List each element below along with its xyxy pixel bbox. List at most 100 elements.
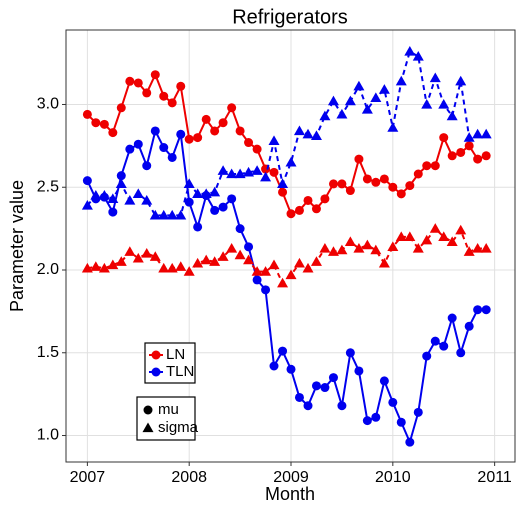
data-point [82,176,92,186]
data-point [421,234,433,245]
data-point [293,125,305,136]
data-point [345,186,355,196]
data-point [294,392,304,402]
series-line [86,128,487,446]
data-point [91,118,101,128]
y-tick-label: 2.5 [37,178,59,195]
data-point [353,242,365,253]
data-point [320,194,330,204]
data-point [311,204,321,214]
data-point [108,128,118,138]
plot-background [66,30,515,462]
data-point [480,128,492,139]
data-point [319,110,331,121]
data-point [446,236,458,246]
data-point [268,135,280,146]
data-point [98,190,110,200]
data-point [99,119,109,129]
data-point [124,194,136,205]
data-point [473,305,483,315]
data-point [473,154,483,164]
legend-label: TLN [166,363,194,380]
data-point [328,179,338,189]
data-point [345,348,355,358]
data-point [405,181,415,191]
data-point [310,256,322,266]
data-point [226,168,238,179]
data-point [149,251,161,261]
data-point [183,178,195,189]
data-point [277,277,289,288]
data-point [227,194,237,204]
data-point [294,205,304,215]
data-point [404,231,416,242]
data-point [344,236,356,246]
x-tick-label: 2009 [273,469,309,486]
x-tick-label: 2010 [375,469,411,486]
data-point [464,321,474,331]
data-point [82,109,92,119]
data-point [447,151,457,161]
data-point [387,241,399,251]
data-point [362,174,372,184]
data-point [430,336,440,346]
data-point [388,397,398,407]
data-point [107,259,119,270]
data-point [218,202,228,212]
data-point [166,209,178,220]
data-point [463,246,475,256]
data-point [124,246,136,256]
data-point [370,244,382,255]
legend-swatch [143,405,153,415]
data-point [354,366,364,376]
data-point [285,156,297,167]
data-point [344,95,356,106]
data-point [234,168,246,179]
data-point [116,103,126,113]
x-axis-label: Month [265,484,315,504]
data-point [378,84,390,94]
data-point [81,262,93,273]
legend-swatch [151,367,161,377]
data-point [395,231,407,242]
data-point [125,144,135,154]
data-point [413,407,423,417]
data-point [387,122,399,132]
data-point [210,126,220,136]
data-point [226,242,238,253]
data-point [252,144,262,154]
data-point [371,412,381,422]
data-point [252,275,262,285]
data-point [166,262,178,273]
data-point [115,256,127,266]
x-tick-label: 2008 [171,469,207,486]
data-point [132,188,144,198]
data-point [149,209,161,220]
legend-label: mu [158,401,179,418]
data-point [464,141,474,151]
data-point [438,231,450,242]
data-point [303,401,313,411]
data-point [463,132,475,142]
data-point [455,75,467,86]
data-point [209,186,221,197]
y-tick-label: 3.0 [37,96,59,113]
data-point [193,133,203,143]
data-point [159,91,169,101]
data-point [278,187,288,197]
data-point [302,128,314,139]
data-point [405,437,415,447]
data-point [379,376,389,386]
legend-swatch [142,422,154,433]
data-point [200,188,212,198]
data-point [115,178,127,189]
data-point [142,88,152,98]
legend-box [136,396,196,441]
y-tick-label: 1.0 [37,427,59,444]
data-point [244,138,254,148]
data-point [90,261,102,271]
data-point [125,76,135,86]
data-point [447,313,457,323]
data-point [311,381,321,391]
data-point [201,114,211,124]
